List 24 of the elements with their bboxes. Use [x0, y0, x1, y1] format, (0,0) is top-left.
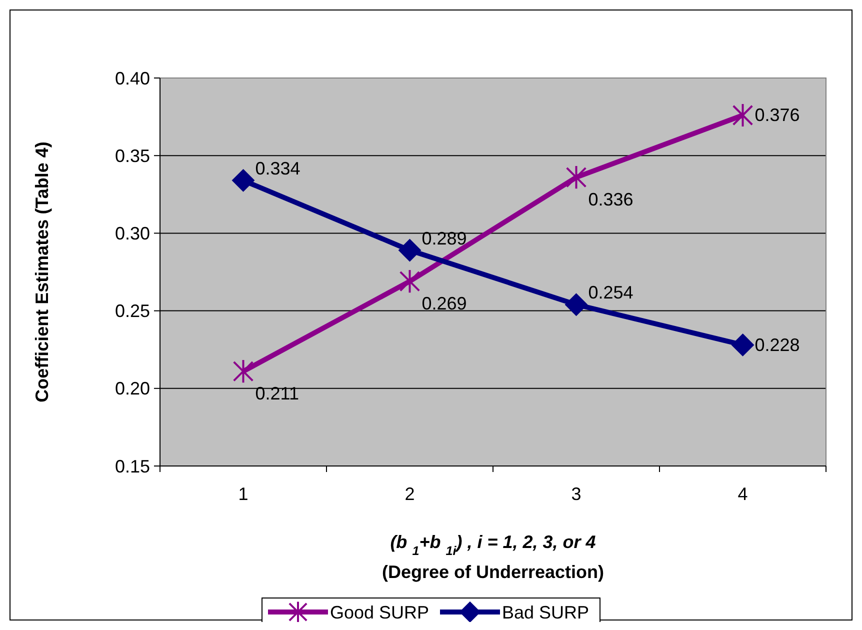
data-label: 0.334 [255, 158, 300, 178]
x-tick-label: 1 [238, 484, 248, 504]
y-tick-label: 0.30 [114, 224, 150, 244]
x-axis-title: (b $_{1}$+b $_{1i}$) , i = 1, 2, 3, or 4 (Degree of Underreaction) [382, 532, 604, 582]
y-axis-title: Coefficient Estimates (Table 4) [32, 142, 52, 402]
point [566, 166, 587, 188]
y-tick-label: 0.25 [114, 301, 150, 322]
data-label: 0.269 [422, 293, 467, 314]
x-tick-label: 3 [571, 484, 582, 504]
point [732, 104, 754, 126]
data-label: 0.254 [588, 282, 634, 303]
x-tick-label: 4 [738, 484, 748, 504]
legend-label: Bad SURP [502, 602, 590, 622]
y-tick-label: 0.20 [114, 378, 150, 399]
y-tick-label: 0.35 [114, 146, 150, 166]
data-label: 0.376 [754, 105, 800, 126]
point [232, 360, 254, 382]
y-tick-label: 0.15 [114, 456, 150, 476]
legend-label: Good SURP [330, 602, 430, 622]
point [399, 270, 420, 292]
x-tick-label: 2 [404, 484, 415, 504]
data-label: 0.228 [754, 334, 800, 355]
data-label: 0.336 [588, 189, 634, 210]
y-tick-label: 0.40 [114, 68, 150, 88]
